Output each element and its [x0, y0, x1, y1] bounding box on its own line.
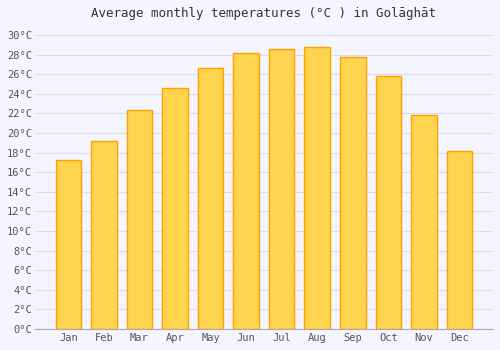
Bar: [162, 88, 188, 329]
Bar: [269, 49, 294, 329]
Bar: [126, 110, 152, 329]
Bar: [376, 76, 401, 329]
Bar: [340, 57, 365, 329]
Bar: [411, 116, 436, 329]
Bar: [234, 53, 259, 329]
Bar: [198, 68, 224, 329]
Bar: [91, 141, 116, 329]
Title: Average monthly temperatures (°C ) in Golāghāt: Average monthly temperatures (°C ) in Go…: [92, 7, 436, 20]
Bar: [446, 150, 472, 329]
Bar: [56, 160, 81, 329]
Bar: [304, 47, 330, 329]
